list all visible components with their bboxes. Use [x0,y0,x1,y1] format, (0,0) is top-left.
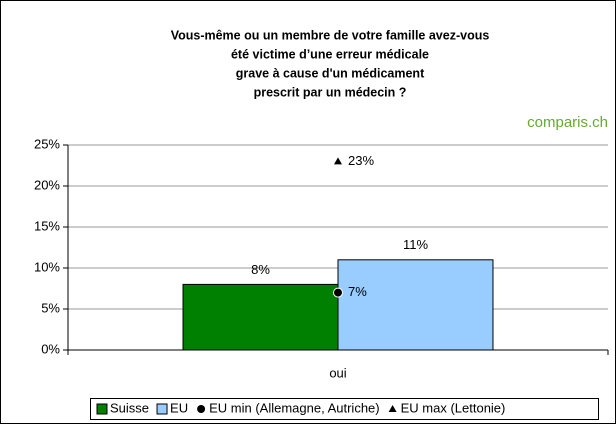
bar [182,283,339,351]
y-tick-label: 0% [41,341,60,356]
point [334,157,342,165]
x-tick-label: oui [329,365,346,380]
legend [90,398,599,420]
legend-label: EU min (Allemagne, Autriche) [209,400,380,415]
y-tick-label: 20% [34,177,60,192]
point [333,287,343,298]
legend-swatch [197,405,206,413]
data-label: 11% [403,237,428,252]
data-label: 8% [251,262,270,277]
legend-swatch [96,403,108,415]
legend-swatch [388,405,397,412]
chart-title: Vous-même ou un membre de votre famille … [171,28,490,42]
y-tick-label: 5% [41,300,60,315]
legend-label: EU [170,400,188,415]
y-tick-label: 10% [34,259,60,274]
chart-title: été victime d’une erreur médicale [231,47,429,61]
legend-label: Suisse [110,400,149,415]
legend-label: EU max (Lettonie) [401,400,506,415]
chart-title: prescrit par un médecin ? [254,85,407,99]
y-tick-label: 25% [34,136,60,151]
bar [337,259,494,351]
data-label: 23% [348,153,374,168]
data-label: 7% [348,284,367,299]
chart-title: grave à cause d'un médicament [236,66,425,80]
y-tick-label: 15% [34,218,60,233]
logo: comparis.ch [527,114,608,131]
legend-swatch [156,403,168,415]
